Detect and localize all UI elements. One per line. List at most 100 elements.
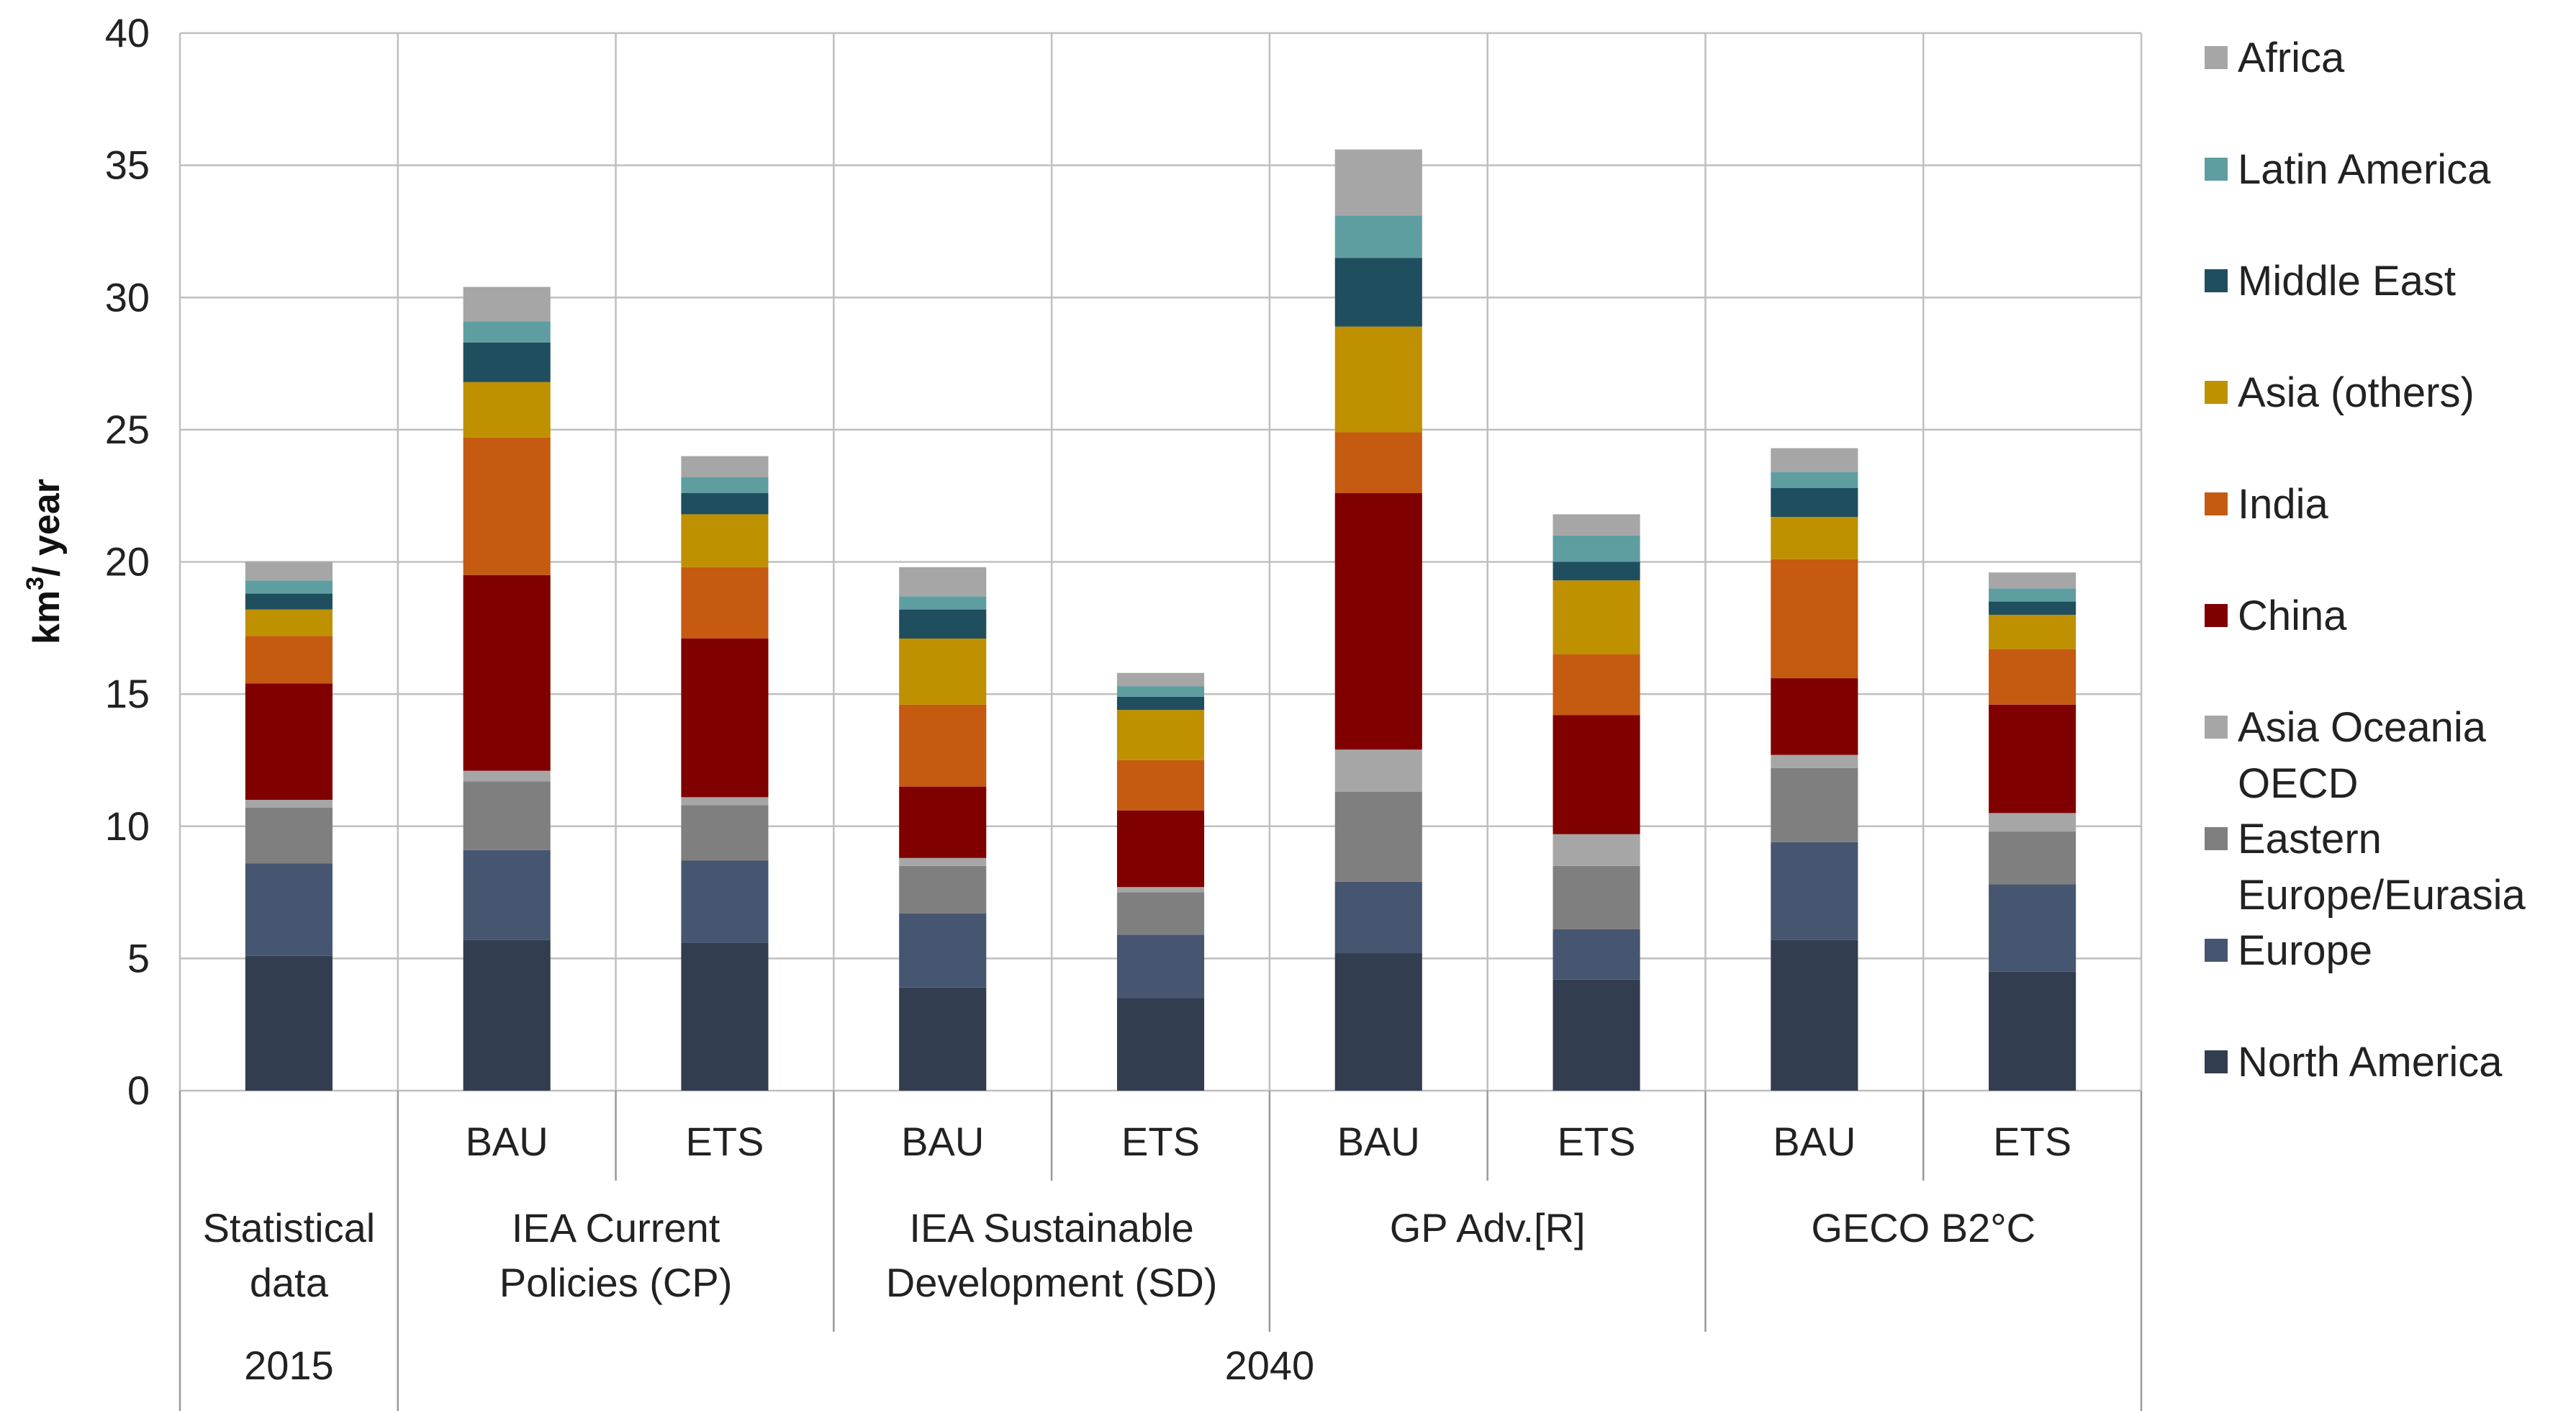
bar-segment-5-china (1334, 493, 1422, 750)
legend-label: Asia (others) (2238, 369, 2475, 416)
legend: Africa Latin America Middle East Asia (othe… (2205, 35, 2526, 1086)
bar-segment-2-china (681, 639, 769, 798)
bar-segment-8-north-america (1989, 971, 2076, 1091)
legend-label: Eastern (2238, 816, 2382, 862)
x-category-label: ETS (1121, 1119, 1200, 1164)
bar-segment-1-europe (463, 849, 551, 940)
y-axis-label: km3/ year (22, 479, 68, 644)
legend-label: Middle East (2238, 258, 2456, 305)
bar-segment-2-europe (681, 860, 769, 943)
y-tick-labels: 0 5 10 15 20 25 30 35 40 (105, 10, 150, 1113)
bar-segment-3-india (899, 704, 987, 787)
y-tick-label: 15 (105, 671, 150, 716)
legend-label: India (2238, 481, 2329, 528)
y-tick-label: 25 (105, 407, 150, 452)
bar-segment-0-north-america (245, 955, 333, 1091)
bar-segment-4-asia-others- (1116, 710, 1205, 760)
legend-label: North America (2238, 1039, 2503, 1086)
legend-label: Europe (2238, 927, 2372, 974)
bar-segment-8-china (1989, 704, 2076, 813)
bar-segment-2-eastern-europe-eurasia (681, 805, 769, 861)
bar-segment-3-eastern-europe-eurasia (899, 865, 987, 914)
bar-segment-6-africa (1553, 514, 1640, 536)
bar-segment-0-asia-others- (245, 609, 333, 636)
legend-swatch-asia-oceania-oecd (2205, 716, 2228, 739)
x-group-label: GECO B2°C (1811, 1205, 2035, 1250)
bar-segment-7-asia-others- (1771, 517, 1858, 559)
bar-segment-6-india (1553, 654, 1640, 716)
y-tick-label: 40 (105, 10, 150, 55)
bar-segment-2-asia-others- (681, 514, 769, 567)
legend-label: Asia Oceania (2238, 704, 2487, 751)
bar-segment-0-china (245, 683, 333, 801)
bar-segment-7-india (1771, 559, 1858, 679)
legend-label: Europe/Eurasia (2238, 872, 2526, 919)
y-tick-label: 0 (127, 1068, 150, 1113)
bar-segment-0-africa (245, 562, 333, 581)
bar-segment-1-china (463, 574, 551, 771)
bar-segment-3-north-america (899, 987, 987, 1091)
bar-segment-0-europe (245, 863, 333, 956)
bar-segment-5-eastern-europe-eurasia (1334, 792, 1422, 882)
bar-segment-4-india (1116, 759, 1205, 811)
bar-segment-2-africa (681, 456, 769, 477)
bar-segment-8-eastern-europe-eurasia (1989, 831, 2076, 885)
bar-segment-5-asia-oceania-oecd (1334, 749, 1422, 793)
bar-segment-0-middle-east (245, 593, 333, 610)
y-tick-label: 10 (105, 803, 150, 849)
x-group-label: Statistical (203, 1205, 376, 1250)
bar-segment-5-latin-america (1334, 215, 1422, 258)
bar-segment-3-europe (899, 913, 987, 988)
bar-segment-4-china (1116, 810, 1205, 888)
bar-segment-0-latin-america (245, 580, 333, 594)
legend-swatch-asia-others- (2205, 381, 2228, 404)
bar-segment-7-europe (1771, 842, 1858, 940)
x-year-label: 2040 (1225, 1343, 1315, 1388)
legend-swatch-eastern-europe-eurasia (2205, 827, 2228, 850)
bar-segment-0-india (245, 636, 333, 684)
axes (178, 1091, 2143, 1411)
bar-segment-6-asia-oceania-oecd (1553, 834, 1640, 866)
bar-segment-8-latin-america (1989, 588, 2076, 602)
x-category-label: ETS (1993, 1119, 2071, 1164)
bar-segment-7-middle-east (1771, 487, 1858, 518)
bar-segment-3-china (899, 786, 987, 858)
bar-segment-5-africa (1334, 149, 1422, 216)
bar-segment-6-asia-others- (1553, 580, 1640, 655)
legend-swatch-india (2205, 492, 2228, 515)
bar-segment-1-india (463, 437, 551, 575)
x-category-label: ETS (1558, 1119, 1636, 1164)
x-year-label: 2015 (244, 1343, 334, 1388)
legend-label: China (2238, 592, 2347, 639)
x-category-label: ETS (685, 1119, 764, 1164)
legend-swatch-north-america (2205, 1050, 2228, 1073)
legend-label: Latin America (2238, 146, 2491, 193)
bar-segment-4-middle-east (1116, 696, 1205, 711)
bar-segment-8-india (1989, 649, 2076, 705)
y-tick-label: 20 (105, 539, 150, 585)
bar-segment-4-latin-america (1116, 686, 1205, 697)
bar-segment-6-china (1553, 715, 1640, 834)
bar-segment-6-eastern-europe-eurasia (1553, 865, 1640, 929)
x-group-label: Policies (CP) (500, 1260, 733, 1305)
y-tick-label: 30 (105, 274, 150, 320)
bar-segment-8-middle-east (1989, 601, 2076, 615)
bar-segment-8-africa (1989, 572, 2076, 589)
bar-segment-1-asia-others- (463, 382, 551, 438)
x-category-label: BAU (1773, 1119, 1856, 1164)
x-group-label: IEA Sustainable (909, 1205, 1193, 1250)
bar-segment-2-north-america (681, 942, 769, 1091)
bar-segment-7-latin-america (1771, 472, 1858, 488)
bar-segment-8-asia-oceania-oecd (1989, 813, 2076, 832)
bar-segment-4-eastern-europe-eurasia (1116, 892, 1205, 935)
bar-segment-3-asia-others- (899, 639, 987, 705)
bar-segment-6-middle-east (1553, 562, 1640, 581)
bar-segment-3-asia-oceania-oecd (899, 857, 987, 866)
bar-segment-5-europe (1334, 881, 1422, 954)
x-category-label: BAU (901, 1119, 984, 1164)
bar-segment-4-north-america (1116, 998, 1205, 1091)
x-category-label: BAU (466, 1119, 548, 1164)
x-group-label: data (250, 1260, 329, 1305)
bar-segment-3-africa (899, 567, 987, 597)
